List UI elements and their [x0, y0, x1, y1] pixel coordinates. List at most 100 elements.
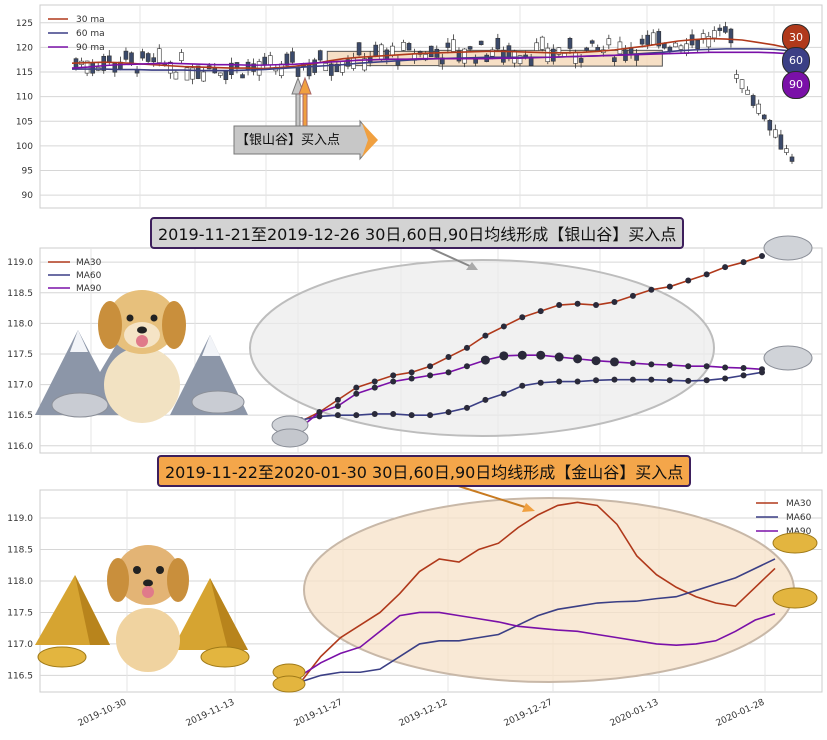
panel3-legend: MA30 MA60 MA90: [756, 499, 812, 537]
panel2-ma60-point: [722, 375, 729, 382]
candle-body: [784, 148, 789, 153]
candle-body: [329, 63, 334, 76]
panel2-ma30-point: [611, 298, 618, 305]
silver-valley-annotation: 【银山谷】买入点: [236, 133, 341, 148]
candle-body: [145, 53, 151, 62]
ingot-icons: [271, 235, 818, 693]
panel3-plot: [300, 501, 776, 683]
panel2-ma30-point: [482, 332, 489, 339]
candle-body: [356, 42, 362, 56]
candle-body: [545, 47, 551, 62]
candle-body: [195, 65, 201, 79]
candle-body: [745, 89, 750, 95]
candle-body: [445, 42, 451, 48]
candle-body: [612, 57, 617, 62]
panel2-ma30-point: [629, 292, 636, 299]
ma90-badge: 90: [782, 71, 810, 99]
candle-body: [140, 51, 145, 59]
candle-body: [134, 69, 140, 74]
candle-body: [650, 32, 656, 45]
candle-body: [384, 49, 390, 60]
panel2-ma90-point: [666, 361, 673, 368]
candle-body: [156, 48, 162, 63]
gold-valley-banner: 2019-11-22至2020-01-30 30日,60日,90日均线形成【金山…: [157, 455, 692, 487]
panel2-ma90-point: [722, 364, 729, 371]
candle-body: [323, 62, 329, 72]
panel2-ma90-point: [334, 402, 341, 409]
panel2-ma60-point: [445, 409, 452, 416]
candle-body: [451, 39, 456, 52]
candle-body: [501, 49, 506, 63]
candle-body: [201, 71, 206, 82]
panel1-ytick-label: 120: [16, 43, 33, 53]
panel2-ma90-point: [629, 360, 636, 367]
panel2-ytick-label: 119.0: [7, 258, 33, 268]
candle-body: [673, 42, 678, 48]
panel2-ytick-label: 118.0: [7, 319, 33, 329]
panel3-xtick-label: 2019-11-27: [293, 698, 345, 729]
panel2-ma30-point: [740, 259, 747, 266]
panel2-ma60-point: [482, 396, 489, 403]
candle-body: [711, 30, 717, 39]
candle-body: [284, 53, 290, 66]
panel2-ma90-point: [499, 351, 509, 361]
panel2-ma90-point: [480, 355, 490, 365]
panel2-legend: MA30 MA60 MA90: [48, 258, 102, 294]
candle-body: [539, 36, 545, 50]
candle-body: [773, 129, 778, 138]
legend-ma90-label: 90 ma: [76, 43, 105, 53]
panel2-ma30-point: [334, 396, 341, 403]
candle-body: [190, 67, 195, 80]
candle-body: [695, 39, 700, 49]
panel3-ytick-label: 117.0: [7, 640, 33, 650]
candle-body: [173, 71, 179, 80]
panel1-ytick-label: 100: [16, 142, 33, 152]
panel2-plot: [298, 253, 765, 431]
panel2-ma60-point: [556, 378, 563, 385]
candle-body: [123, 50, 129, 60]
candle-body: [90, 62, 95, 74]
panel3-xtick-label: 2019-10-30: [77, 698, 129, 729]
candle-body: [467, 46, 473, 50]
candle-body: [734, 74, 739, 79]
panel3-ma90-line: [300, 611, 776, 677]
candle-body: [573, 51, 578, 64]
legend3-ma30-label: MA30: [786, 499, 812, 509]
panel2-ma60-point: [685, 377, 692, 384]
candle-body: [184, 67, 190, 81]
panel3-ytick-label: 117.5: [7, 608, 33, 618]
candle-body: [756, 103, 761, 114]
panel2-ma90-point: [371, 384, 378, 391]
panel3-ma60-line: [300, 558, 776, 683]
candle-body: [456, 50, 462, 62]
panel2-ma30-point: [390, 372, 397, 379]
panel2-ma30-point: [703, 271, 710, 278]
legend-ma30-label: 30 ma: [76, 15, 105, 25]
buy-point-arrows: [233, 76, 378, 161]
panel2-ma60-point: [334, 412, 341, 419]
candle-body: [578, 58, 584, 63]
panel1-grid: 90 95 100 105 110 115 120 125: [16, 5, 822, 208]
candle-body: [761, 114, 767, 120]
candle-body: [584, 47, 589, 51]
candle-body: [617, 41, 623, 55]
candle-body: [378, 44, 384, 60]
legend2-ma90-label: MA90: [76, 284, 102, 294]
legend2-ma60-label: MA60: [76, 271, 102, 281]
candle-body: [262, 56, 268, 65]
panel1-ma30-line: [71, 37, 791, 70]
panel2-ma60-point: [593, 377, 600, 384]
candle-body: [639, 38, 645, 45]
panel2-ma90-point: [554, 352, 564, 362]
candle-body: [129, 52, 134, 64]
panel2-ma90-point: [316, 409, 323, 416]
candle-body: [428, 45, 434, 58]
candle-body: [373, 44, 379, 57]
panel1-ma90-line: [71, 51, 791, 69]
panel1-ytick-label: 125: [16, 19, 33, 29]
panel1-plot: [71, 21, 795, 164]
candle-body: [767, 120, 773, 131]
panel2-ma60-point: [611, 376, 618, 383]
panel2-ma60-point: [408, 412, 415, 419]
